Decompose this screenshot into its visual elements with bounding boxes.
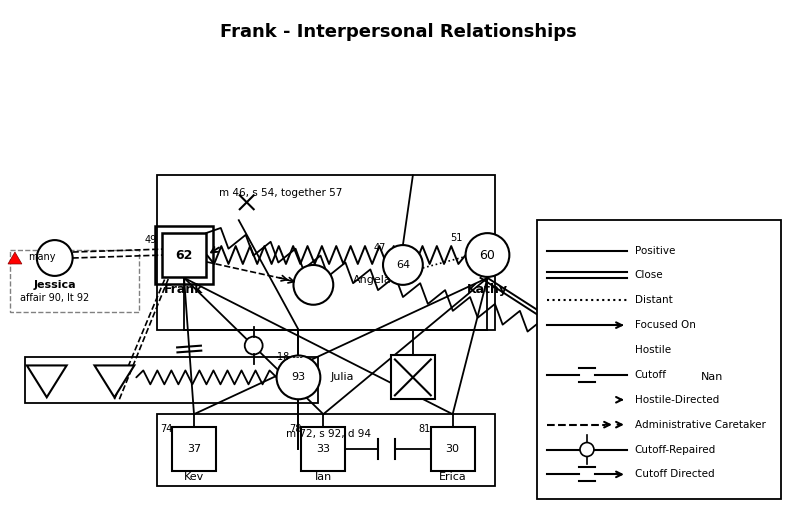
Text: Frank: Frank [164,283,204,296]
Text: Cutoff: Cutoff [634,370,666,380]
Text: Cutoff-Repaired: Cutoff-Repaired [634,444,716,455]
Circle shape [294,265,334,305]
Text: 78: 78 [289,424,302,434]
Text: Frank - Interpersonal Relationships: Frank - Interpersonal Relationships [219,23,576,41]
Text: m 72, s 92, d 94: m 72, s 92, d 94 [286,429,370,439]
Text: Cutoff Directed: Cutoff Directed [634,470,714,479]
Text: Erica: Erica [438,472,466,482]
Polygon shape [27,365,66,397]
Text: 74: 74 [160,424,172,434]
Text: Jessica: Jessica [34,280,76,290]
Bar [162,233,206,277]
Bar [10,250,139,312]
Polygon shape [8,252,22,264]
Text: Focused On: Focused On [634,320,695,330]
Circle shape [654,356,698,399]
Text: Julia: Julia [330,373,354,382]
Text: Positive: Positive [634,246,675,255]
Polygon shape [94,365,134,397]
Circle shape [466,233,510,277]
Text: 33: 33 [316,444,330,454]
Bar [172,427,216,471]
Text: Nan: Nan [702,373,724,382]
Circle shape [245,336,262,354]
Bar [391,356,434,399]
Bar [25,358,318,403]
Text: 64: 64 [396,260,410,270]
Text: m 46, s 54, together 57: m 46, s 54, together 57 [219,188,342,198]
Circle shape [277,356,320,399]
Text: 60: 60 [479,249,495,262]
Text: 30: 30 [446,444,460,454]
Bar [157,175,495,330]
Text: 47: 47 [374,243,386,253]
Bar [302,427,346,471]
Circle shape [580,443,594,457]
Bar [157,414,495,486]
Text: 51: 51 [450,233,462,243]
Text: Hostile-Directed: Hostile-Directed [634,395,719,405]
Text: 18 ---: 18 --- [277,352,302,362]
Text: Angela: Angela [353,275,392,285]
Bar [155,226,213,284]
Text: Kathy: Kathy [467,283,508,296]
Text: 37: 37 [187,444,201,454]
Text: 81: 81 [418,424,430,434]
Text: Ian: Ian [314,472,332,482]
Circle shape [383,245,423,285]
Text: 62: 62 [175,249,193,262]
Text: 93: 93 [291,373,306,382]
Text: affair 90, lt 92: affair 90, lt 92 [20,293,90,303]
Text: Kev: Kev [184,472,204,482]
Bar [430,427,474,471]
Text: Distant: Distant [634,295,673,305]
Text: 49: 49 [145,235,157,245]
Circle shape [37,240,73,276]
Text: many: many [28,252,55,262]
Bar [538,220,781,499]
Text: Administrative Caretaker: Administrative Caretaker [634,420,766,430]
Text: Close: Close [634,270,663,280]
Text: Hostile: Hostile [634,345,671,355]
